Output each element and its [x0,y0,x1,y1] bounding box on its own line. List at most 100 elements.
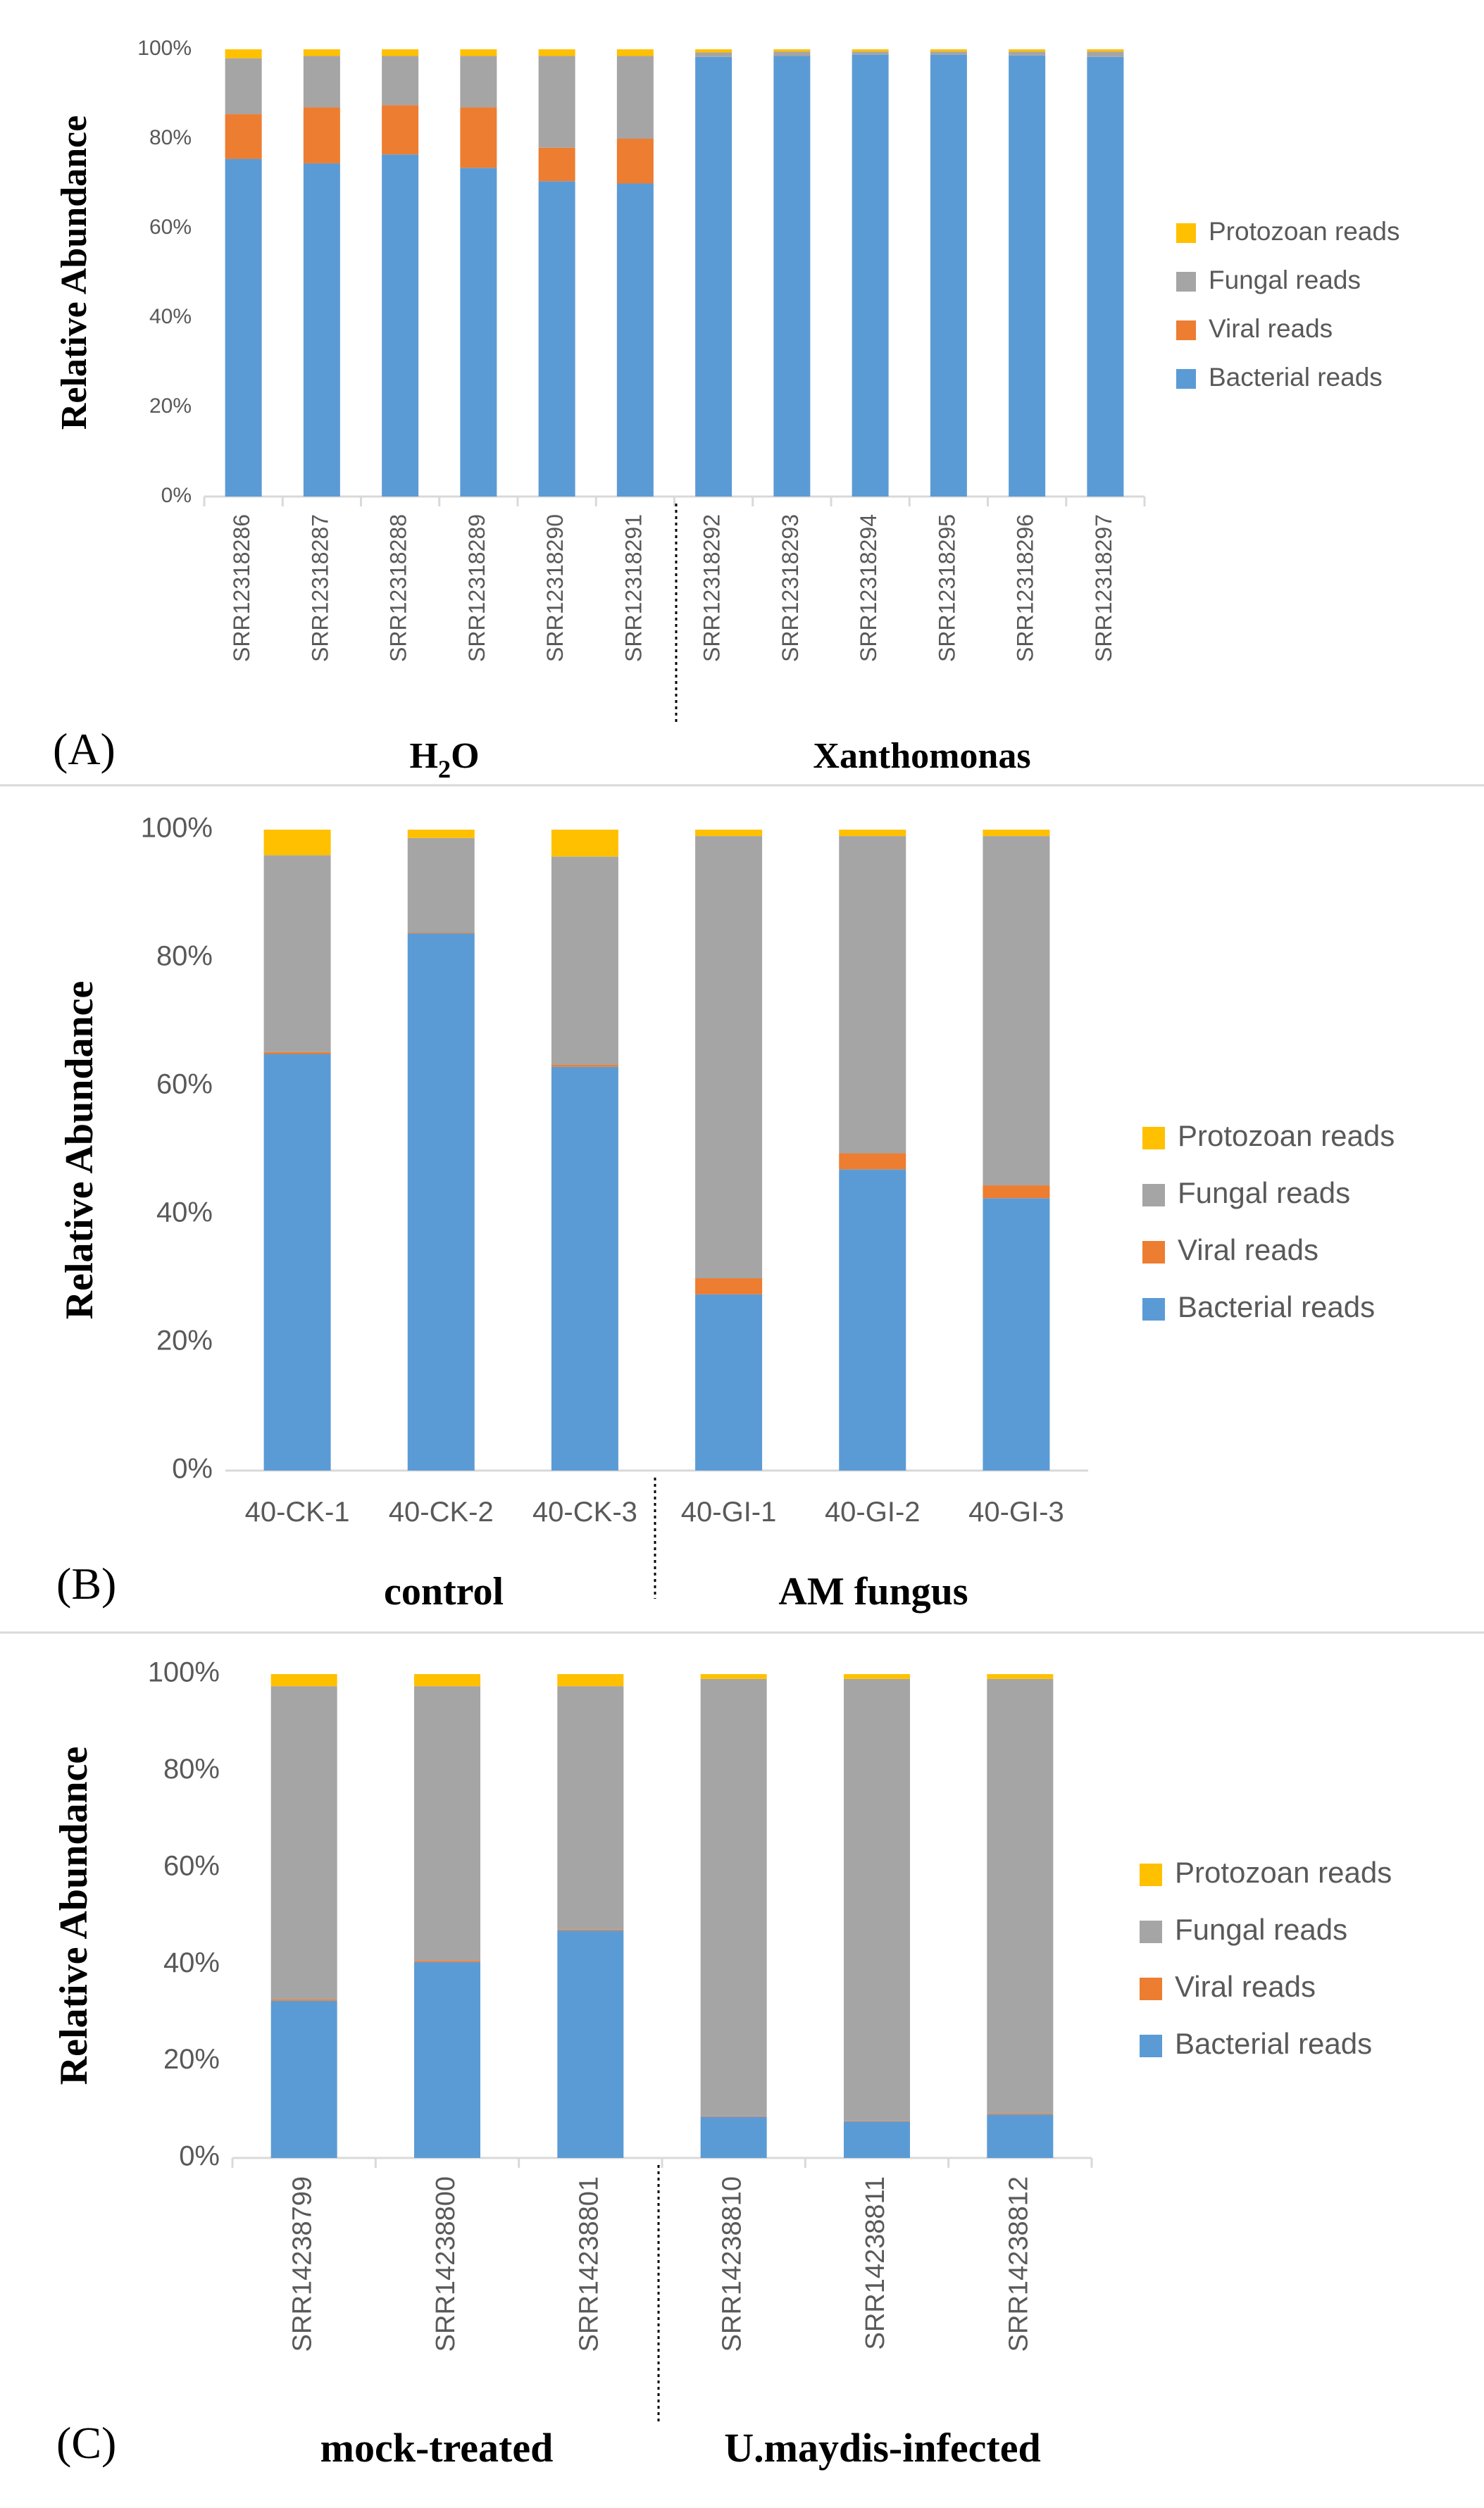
x-tick-label: 40-CK-3 [532,1497,637,1528]
bar-protozoan [270,1674,337,1687]
x-tick-label: SRR14238800 [431,2176,461,2352]
bar-viral [303,107,340,163]
bar-bacterial [551,1066,618,1471]
bar-viral [551,1064,618,1067]
legend-label: Bacterial reads [1209,363,1383,392]
bar-fungal [844,1678,910,2121]
bar-fungal [270,1686,337,1999]
bar-viral [263,1052,331,1054]
bar-viral [616,139,654,184]
bar-fungal [983,836,1050,1186]
legend-label: Fungal reads [1175,1913,1347,1946]
legend-label: Protozoan reads [1178,1119,1395,1152]
bar-viral [382,105,419,155]
group-label-main: mock-treated [320,2425,554,2471]
bar-bacterial [538,181,575,497]
bar-protozoan [700,1674,767,1679]
x-tick-label: SRR12318293 [778,514,803,662]
bar-protozoan [263,830,331,856]
y-tick-label: 40% [163,1947,220,1978]
y-tick-label: 80% [156,941,213,972]
bar-bacterial [616,183,654,497]
y-tick-label: 0% [161,484,192,507]
group-label-main: Xanthomonas [813,736,1030,776]
legend-swatch-viral [1140,1978,1162,2000]
panel-c: 0% 20% 40% 60% 80% 100% SRR14238799 SRR14238800… [52,1657,1392,2471]
y-axis-title: Relative Abundance [58,981,101,1320]
group-label-main: AM fungus [778,1570,968,1614]
bar-bacterial [773,56,811,497]
legend-label: Bacterial reads [1178,1290,1375,1323]
bar-fungal [538,56,575,148]
bar-protozoan [930,49,967,52]
bar-fungal [407,837,475,933]
bar-protozoan [557,1674,624,1687]
x-tick-label: SRR12318295 [934,514,959,662]
bar-viral [695,1278,763,1294]
bar-protozoan [983,830,1050,837]
group-label-main: control [384,1570,504,1614]
bar-protozoan [460,49,497,56]
bar-fungal [382,56,419,106]
bar-fungal [303,56,340,108]
y-tick-label: 20% [156,1325,213,1356]
bar-fungal [839,836,906,1154]
legend-swatch-bacterial [1142,1298,1165,1321]
x-tick-label: SRR12318292 [699,514,725,662]
legend-swatch-viral [1176,320,1196,340]
bar-protozoan [852,49,889,52]
x-tick-label: SRR12318290 [542,514,568,662]
bar-viral [538,147,575,182]
group-label: control [384,1570,504,1614]
legend-swatch-protozoan [1142,1127,1165,1149]
bar-bacterial [1087,56,1124,497]
bar-bacterial [270,2000,337,2158]
panel-label: (C) [56,2418,116,2468]
bar-viral [270,1999,337,2001]
bar-protozoan [695,49,732,53]
x-tick-label: 40-CK-1 [245,1497,350,1528]
bar-bacterial [225,158,262,497]
y-tick-label: 40% [149,305,192,328]
bar-protozoan [303,49,340,56]
y-tick-label: 100% [141,813,213,844]
y-tick-label: 0% [179,2141,220,2172]
bar-fungal [1009,51,1046,56]
bar-fungal [1087,51,1124,57]
bar-fungal [263,855,331,1052]
legend-label: Protozoan reads [1175,1856,1392,1889]
x-tick-label: SRR12318286 [229,514,254,662]
legend-label: Viral reads [1178,1233,1318,1266]
bar-fungal [695,836,763,1278]
bar-protozoan [844,1674,910,1679]
panel-b: 0% 20% 40% 60% 80% 100% 40-CK-1 40-CK-2 40-CK-3 4… [56,813,1395,1614]
bar-viral [700,2116,767,2117]
legend-label: Fungal reads [1178,1176,1350,1209]
bar-fungal [460,56,497,108]
x-tick-label: SRR14238812 [1004,2176,1033,2352]
bar-fungal [852,51,889,55]
bar-protozoan [382,49,419,56]
bar-protozoan [695,830,763,837]
x-tick-label: SRR14238799 [288,2176,318,2352]
y-tick-label: 80% [163,1754,220,1785]
x-tick-label: SRR14238811 [861,2176,890,2350]
bar-bacterial [695,56,732,497]
legend-label: Viral reads [1175,1970,1316,2003]
legend-swatch-fungal [1176,272,1196,292]
x-tick-label: SRR12318296 [1013,514,1038,662]
bar-fungal [700,1678,767,2116]
bar-viral [414,1960,480,1962]
group-label: Xanthomonas [813,736,1030,776]
bar-fungal [551,856,618,1065]
legend-swatch-bacterial [1140,2035,1162,2057]
bar-protozoan [407,830,475,838]
bar-protozoan [839,830,906,837]
x-tick-label: SRR12318287 [307,514,332,662]
group-label-main: H [409,736,437,776]
x-tick-label: SRR12318297 [1091,514,1116,662]
group-label: AM fungus [778,1570,968,1614]
bar-bacterial [414,1961,480,2158]
bar-protozoan [538,49,575,56]
group-label-main: U.maydis-infected [724,2425,1040,2471]
